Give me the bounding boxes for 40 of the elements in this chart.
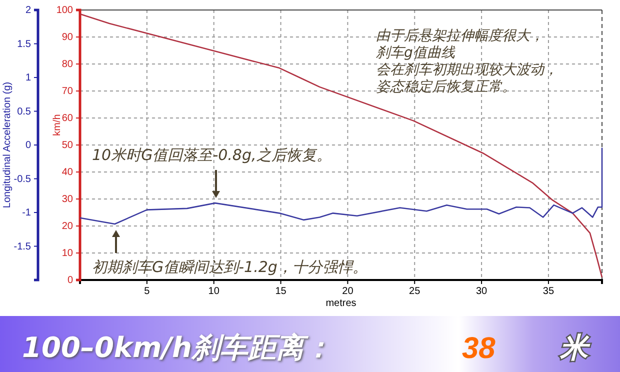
y-tick-label: 40: [62, 167, 74, 178]
x-tick-label: 10: [208, 286, 220, 298]
annotation: 由于后悬架拉伸幅度很大，: [376, 28, 544, 44]
y-tick-label: 60: [62, 113, 74, 124]
text: 38: [462, 332, 496, 365]
y-tick-label: 20: [62, 221, 74, 232]
annotation: 10米时G值回落至-0.8g,之后恢复。: [92, 146, 332, 164]
y-tick-label: 100: [56, 5, 74, 16]
y-tick-label: 10: [62, 248, 74, 260]
x-tick-label: 35: [542, 286, 554, 298]
y-tick-label: 90: [62, 32, 74, 44]
annotation: 会在刹车初期出现较大波动，: [376, 62, 558, 78]
y-tick-label: 70: [62, 86, 74, 98]
x-tick-label: 20: [342, 286, 354, 298]
y2-tick-label: -1: [22, 208, 32, 219]
text: 100–0km/h刹车距离：: [22, 331, 332, 364]
y2-tick-label: 0: [25, 140, 32, 152]
y2-tick-label: 2: [25, 5, 32, 16]
line-series: [79, 147, 603, 225]
y-tick-label: 30: [62, 194, 74, 206]
annotation: 刹车g值曲线: [375, 45, 456, 61]
text: 米: [559, 331, 591, 364]
y-tick-label: 0: [67, 275, 74, 286]
x-tick-label: 25: [409, 286, 421, 298]
y2-tick-label: 1.5: [17, 38, 32, 50]
x-tick-label: 30: [476, 286, 488, 298]
y-tick-label: 80: [62, 59, 74, 70]
annotation: 初期刹车G值瞬间达到-1.2g，十分强悍。: [92, 258, 368, 276]
y-axis-title: km/h: [52, 114, 63, 136]
annotation: 姿态稳定后恢复正常。: [376, 79, 516, 95]
x-tick-label: 15: [275, 286, 287, 298]
x-axis-title: metres: [326, 298, 356, 309]
y2-tick-label: 1: [25, 72, 32, 84]
y-tick-label: 50: [62, 140, 74, 152]
line-series: [79, 13, 603, 278]
y2-tick-label: -1.5: [14, 241, 32, 252]
y2-tick-label: 0.5: [17, 106, 32, 118]
y2-tick-label: -0.5: [14, 174, 32, 185]
y2-axis-title: Longitudinal Acceleration (g): [2, 82, 13, 208]
x-tick-label: 5: [144, 286, 150, 298]
